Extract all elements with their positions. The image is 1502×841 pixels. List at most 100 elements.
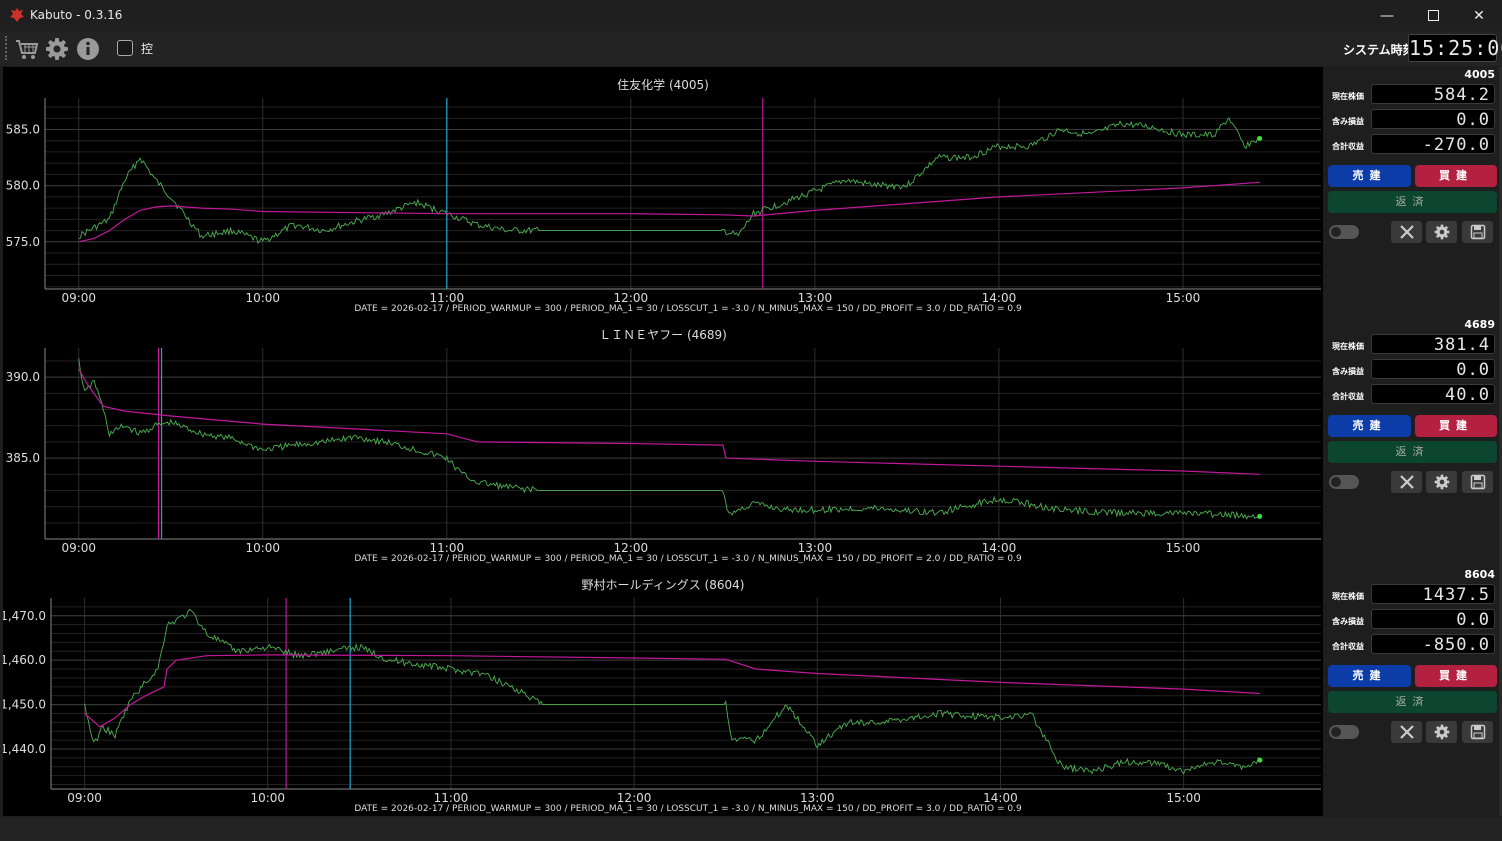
last-price-point [1257,757,1263,763]
tools-icon [1399,225,1414,239]
total-label: 合計収益 [1332,642,1364,651]
tools-icon [1399,475,1414,489]
chart-4689[interactable]: 09:00 10:00 11:00 12:00 13:00 14:00 15:00 385.0… [3,317,1323,567]
toggle-icon[interactable] [1329,475,1359,489]
unrealized-pl-display: 0.0 [1371,609,1495,630]
buy-open-button[interactable]: 買建 [1415,415,1497,437]
x-tick-label: 15:00 [1166,791,1201,805]
price-label: 現在株価 [1332,92,1364,101]
total-label: 合計収益 [1332,392,1364,401]
gear-icon [1434,224,1449,240]
x-tick-label: 13:00 [800,791,835,805]
tools-button[interactable] [1391,471,1422,493]
y-tick-label: 385.0 [6,451,40,465]
settings-button[interactable] [44,36,70,62]
repay-button[interactable]: 返済 [1328,191,1497,213]
x-tick-label: 12:00 [614,541,649,555]
minimize-icon: — [1380,7,1394,24]
total-profit-display: -270.0 [1371,134,1495,155]
unrealized-label: 含み損益 [1332,117,1364,126]
save-button[interactable] [1462,471,1493,493]
trade-panel-4689: 4689 現在株価 381.4 含み損益 0.0 合計収益 40.0 売建 買建… [1324,318,1499,504]
y-tick-label: 390.0 [6,370,40,384]
chart-8604[interactable]: 09:00 10:00 11:00 12:00 13:00 14:00 15:00 1,440… [3,567,1323,817]
toggle-icon[interactable] [1329,725,1359,739]
control-checkbox[interactable] [117,40,133,56]
chart-params-4689: DATE = 2026-02-17 / PERIOD_WARMUP = 300 … [354,554,1022,564]
chart-title-4689: ＬＩＮＥヤフー (4689) [599,328,727,342]
unrealized-label: 含み損益 [1332,367,1364,376]
cart-icon [16,40,39,59]
toggle-icon[interactable] [1329,225,1359,239]
side-panel-scrollbar[interactable] [1499,67,1502,816]
kabuto-logo-icon [10,8,24,22]
x-tick-label: 09:00 [61,291,96,305]
last-price-point [1257,513,1263,519]
system-time-label: システム時刻 [1343,43,1415,57]
panel-settings-button[interactable] [1426,221,1457,243]
save-button[interactable] [1462,221,1493,243]
panel-settings-button[interactable] [1426,471,1457,493]
ticker-code: 4689 [1464,318,1495,331]
close-icon: ✕ [1473,7,1485,24]
y-tick-label: 580.0 [6,179,40,193]
current-price-display: 1437.5 [1371,584,1495,605]
sell-open-button[interactable]: 売建 [1328,665,1411,687]
maximize-button[interactable] [1410,0,1456,31]
price-label: 現在株価 [1332,342,1364,351]
chart-title-4005: 住友化学 (4005) [617,78,709,92]
trade-panel-4005: 4005 現在株価 584.2 含み損益 0.0 合計収益 -270.0 売建 … [1324,68,1499,254]
price-label: 現在株価 [1332,592,1364,601]
panel-settings-button[interactable] [1426,721,1457,743]
chart-params-4005: DATE = 2026-02-17 / PERIOD_WARMUP = 300 … [354,304,1022,314]
y-tick-label: 1,460.0 [3,653,46,667]
unrealized-label: 含み損益 [1332,617,1364,626]
x-tick-label: 10:00 [250,791,285,805]
save-icon [1470,474,1485,490]
x-tick-label: 13:00 [798,291,833,305]
close-button[interactable]: ✕ [1456,0,1502,31]
toolbar: 控 システム時刻 [0,31,1502,66]
repay-button[interactable]: 返済 [1328,441,1497,463]
repay-button[interactable]: 返済 [1328,691,1497,713]
buy-open-button[interactable]: 買建 [1415,665,1497,687]
x-tick-label: 11:00 [430,291,465,305]
gear-icon [1434,474,1449,490]
tools-button[interactable] [1391,721,1422,743]
y-tick-label: 1,450.0 [3,698,46,712]
last-price-point [1257,135,1263,141]
ticker-code: 4005 [1464,68,1495,81]
chart-4005[interactable]: 09:00 10:00 11:00 12:00 13:00 14:00 15:00 575.0… [3,67,1323,317]
current-price-display: 381.4 [1371,334,1495,355]
chart-area: 住友化学 (4005) 09:00 10:00 11:00 12:00 13:00 14:… [3,67,1323,816]
x-tick-label: 11:00 [430,541,465,555]
system-time-display: 15:25:00 [1408,34,1502,62]
ticker-code: 8604 [1464,568,1495,581]
price-series-line [78,358,1260,520]
cart-button[interactable] [14,36,40,62]
toolbar-grip[interactable] [5,36,9,60]
price-series-line [78,117,1260,245]
x-tick-label: 15:00 [1166,291,1201,305]
save-button[interactable] [1462,721,1493,743]
price-series-line [84,608,1261,775]
y-tick-label: 585.0 [6,122,40,136]
unrealized-pl-display: 0.0 [1371,359,1495,380]
save-icon [1470,724,1485,740]
info-button[interactable] [75,36,101,62]
x-tick-label: 14:00 [982,541,1017,555]
minimize-button[interactable]: — [1364,0,1410,31]
total-profit-display: -850.0 [1371,634,1495,655]
tools-button[interactable] [1391,221,1422,243]
x-tick-label: 10:00 [245,541,280,555]
trade-panel-8604: 8604 現在株価 1437.5 含み損益 0.0 合計収益 -850.0 売建… [1324,568,1499,754]
gear-icon [1434,724,1449,740]
moving-average-line [84,654,1260,728]
sell-open-button[interactable]: 売建 [1328,415,1411,437]
chart-title-8604: 野村ホールディングス (8604) [581,578,745,592]
sell-open-button[interactable]: 売建 [1328,165,1411,187]
control-checkbox-label: 控 [141,42,154,56]
buy-open-button[interactable]: 買建 [1415,165,1497,187]
gear-icon [46,38,68,60]
x-tick-label: 12:00 [617,791,652,805]
